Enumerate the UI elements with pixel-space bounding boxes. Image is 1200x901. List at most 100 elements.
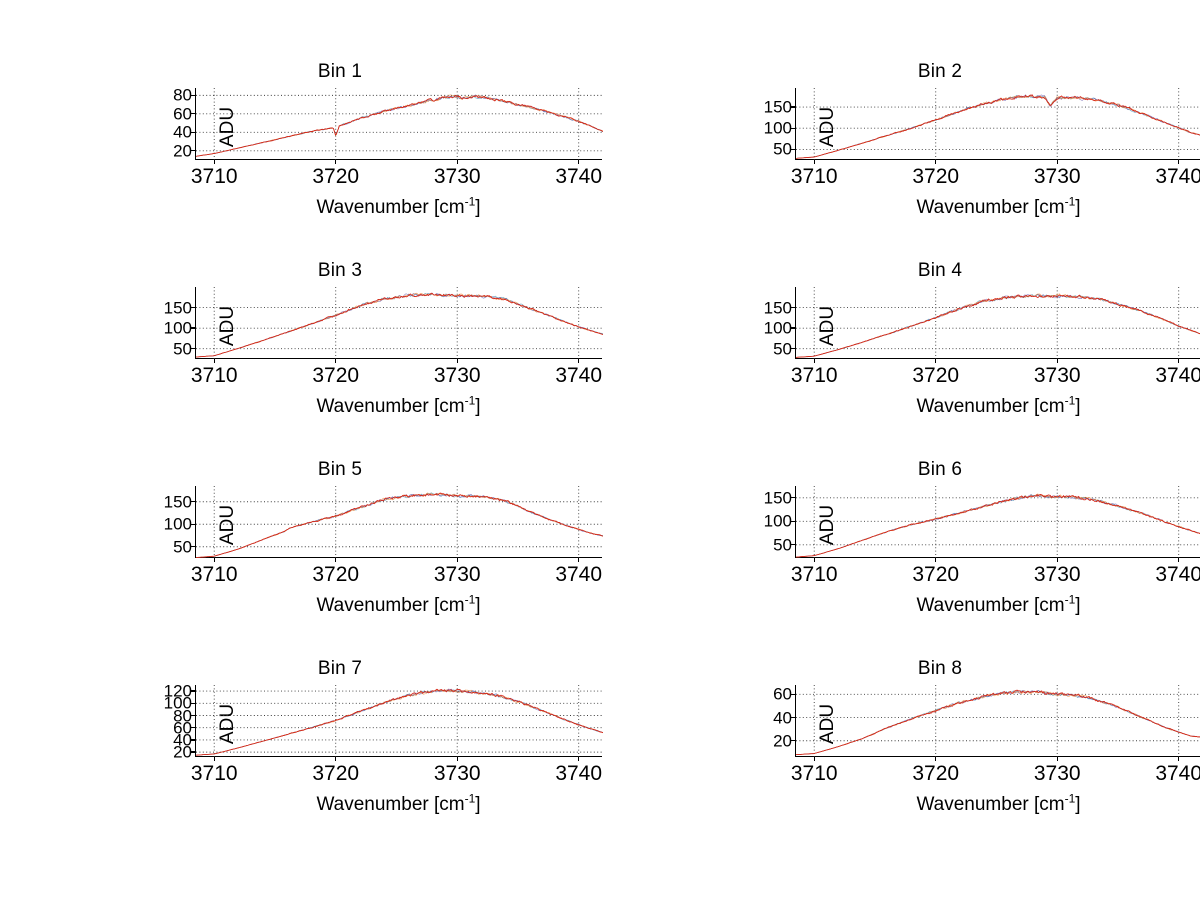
x-axis-label: Wavenumber [cm-1] [195, 594, 602, 617]
x-tick-label: 3730 [433, 165, 481, 188]
y-tick-label: 100 [163, 514, 192, 534]
x-tick-label: 3730 [1033, 165, 1081, 188]
y-tick-mark [191, 523, 196, 525]
y-tick-mark [791, 740, 796, 742]
plot-axes: ADU 50 100 150 3710 3720 3730 3740 [164, 486, 603, 585]
x-tick-label: 3720 [912, 563, 960, 586]
spectrum-trace [796, 690, 1200, 756]
y-tick-label: 150 [163, 298, 192, 318]
plot-traces [796, 88, 1200, 160]
x-tick-label: 3740 [1155, 762, 1200, 785]
x-axis-label-text: Wavenumber [cm [316, 794, 465, 815]
x-tick-label: 3730 [433, 563, 481, 586]
x-tick-label: 3720 [912, 762, 960, 785]
y-tick-label: 150 [763, 298, 792, 318]
y-tick-mark [791, 127, 796, 129]
x-tick-mark [1056, 358, 1058, 363]
y-tick-label: 40 [773, 708, 792, 728]
x-tick-label: 3710 [790, 563, 838, 586]
x-tick-label: 3710 [790, 364, 838, 387]
subplot-title: Bin 3 [317, 260, 363, 281]
y-tick-mark [191, 348, 196, 350]
spectrum-trace [796, 293, 1200, 358]
x-tick-mark [578, 756, 580, 761]
x-tick-label: 3710 [190, 563, 238, 586]
grid-lines [196, 88, 603, 160]
x-tick-label: 3720 [312, 563, 360, 586]
x-tick-mark [935, 557, 937, 562]
x-tick-label: 3740 [555, 165, 603, 188]
y-tick-mark [791, 148, 796, 151]
spectrum-trace [196, 94, 603, 157]
x-tick-label: 3720 [312, 364, 360, 387]
x-axis-label-text: Wavenumber [cm [916, 197, 1065, 218]
x-tick-label: 3730 [1033, 762, 1081, 785]
spectrum-trace [796, 494, 1200, 558]
x-tick-label: 3710 [190, 762, 238, 785]
y-tick-label: 100 [763, 511, 792, 531]
y-tick-mark [191, 131, 196, 133]
x-axis-label: Wavenumber [cm-1] [195, 393, 602, 418]
x-axis-label-exponent: -1 [464, 393, 476, 408]
spectrum-trace [196, 292, 603, 358]
y-tick-label: 50 [773, 535, 792, 555]
x-axis-label-exponent: -1 [464, 194, 476, 209]
x-axis-label-tail: ] [475, 794, 481, 815]
x-axis-label: Wavenumber [cm-1] [795, 395, 1200, 418]
spectrum-trace [196, 492, 603, 558]
subplot-panel: Bin 5 ADU 50 100 150 3710 3720 3730 3740 Wavenumb… [40, 453, 640, 652]
subplot-title: Bin 8 [917, 658, 963, 679]
x-axis-label: Wavenumber [cm-1] [195, 194, 602, 219]
y-tick-mark [191, 727, 196, 729]
x-tick-mark [1178, 756, 1180, 761]
x-tick-label: 3710 [790, 165, 838, 188]
y-tick-mark [191, 751, 196, 753]
y-tick-label: 120 [163, 681, 192, 701]
spectrum-trace [796, 690, 1200, 756]
x-tick-mark [1056, 756, 1058, 761]
y-tick-label: 20 [173, 742, 192, 762]
y-tick-mark [791, 716, 796, 719]
plot-axes: ADU 50 100 150 3710 3720 3730 3740 [764, 486, 1200, 585]
spectrum-trace [796, 94, 1200, 159]
y-tick-label: 50 [773, 139, 792, 159]
x-tick-mark [335, 358, 337, 363]
x-tick-label: 3740 [555, 364, 603, 387]
subplot-panel: Bin 8 ADU 20 40 60 3710 3720 3730 3740 Wavenumber… [640, 652, 1200, 851]
x-tick-label: 3730 [1033, 364, 1081, 387]
y-tick-label: 150 [163, 492, 192, 512]
x-tick-mark [935, 756, 937, 761]
spectrum-trace [796, 294, 1200, 358]
y-tick-mark [791, 520, 796, 522]
x-tick-label: 3740 [1155, 563, 1200, 586]
x-tick-mark [456, 557, 458, 562]
plot-axes: ADU 20 40 60 3710 3720 3730 3740 [773, 685, 1200, 784]
x-axis-label-exponent: -1 [464, 791, 476, 806]
spectrum-trace [196, 95, 603, 157]
spectrum-trace [796, 293, 1200, 358]
y-tick-mark [791, 497, 796, 499]
y-tick-label: 100 [763, 318, 792, 338]
x-axis-label-text: Wavenumber [cm [916, 595, 1065, 616]
x-tick-label: 3720 [912, 165, 960, 188]
x-axis-label-text: Wavenumber [cm [316, 595, 465, 616]
x-tick-mark [1178, 557, 1180, 562]
spectrum-trace [196, 292, 603, 358]
y-tick-mark [191, 702, 196, 704]
x-tick-label: 3720 [312, 165, 360, 188]
x-tick-mark [213, 159, 215, 164]
plot-traces [796, 287, 1200, 359]
y-tick-mark [791, 544, 796, 546]
x-axis-label: Wavenumber [cm-1] [795, 793, 1200, 816]
y-tick-mark [191, 501, 196, 503]
y-tick-mark [791, 106, 796, 108]
subplot-title: Bin 2 [917, 61, 963, 82]
x-axis-label-tail: ] [1075, 197, 1081, 218]
x-axis-label-text: Wavenumber [cm [916, 396, 1065, 417]
x-tick-mark [456, 358, 458, 363]
y-tick-label: 40 [173, 122, 192, 142]
x-axis-label-tail: ] [1075, 794, 1081, 815]
x-tick-label: 3740 [1155, 364, 1200, 387]
x-axis-label-tail: ] [1075, 396, 1081, 417]
